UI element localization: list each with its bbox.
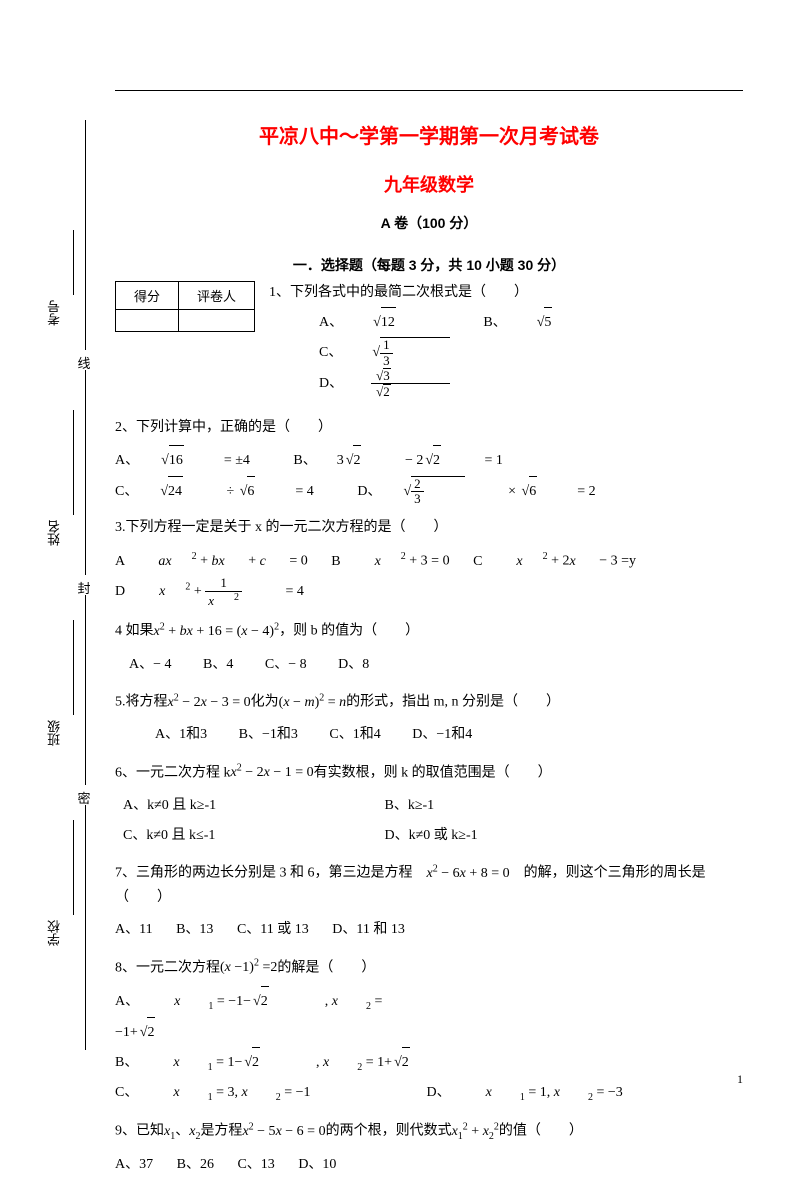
underline-xingming	[73, 410, 74, 515]
q8-options: A、 x1 = −1−2, x2 = −1+2 B、 x1 = 1−2, x2 …	[115, 986, 743, 1108]
q1-D-label: D、	[319, 369, 343, 398]
section-1-header: 一．选择题（每题 3 分，共 10 小题 30 分）	[115, 255, 743, 275]
score-cell-2	[179, 310, 255, 332]
top-horizontal-rule	[115, 90, 743, 91]
q1-options: A、 12 B、 5 C、 13 D、 32	[319, 307, 743, 400]
q1-B-label: B、	[483, 308, 506, 337]
exam-content: 平凉八中～学第一学期第一次月考试卷 九年级数学 A 卷（100 分） 一．选择题…	[115, 120, 743, 1190]
marker-xian: 线	[77, 353, 91, 372]
q1-A-val: 12	[371, 307, 424, 337]
underline-xuexiao	[73, 820, 74, 915]
question-2: 2、下列计算中，正确的是（ ） A、16 = ±4 B、32 − 22 = 1 …	[115, 416, 743, 507]
q3-text: 3.下列方程一定是关于 x 的一元二次方程的是（ ）	[115, 516, 743, 540]
exam-title: 平凉八中～学第一学期第一次月考试卷	[115, 120, 743, 149]
q1-text: 1、下列各式中的最简二次根式是（ ）	[269, 281, 743, 301]
question-1-row: 得分 评卷人 1、下列各式中的最简二次根式是（ ） A、 12 B、 5 C、 13 …	[115, 281, 743, 406]
question-8: 8、一元二次方程(x −1)2 =2的解是（ ） A、 x1 = −1−2, x…	[115, 955, 743, 1108]
q1-C-label: C、	[319, 338, 342, 367]
score-table: 得分 评卷人	[115, 281, 255, 332]
label-banji: 班级	[45, 720, 64, 746]
page-number: 1	[737, 1072, 743, 1087]
q6-options: A、k≠0 且 k≥-1 B、k≥-1 C、k≠0 且 k≤-1 D、k≠0 或…	[123, 791, 743, 850]
q9-options: A、37 B、26 C、13 D、10	[115, 1150, 743, 1179]
paper-label: A 卷（100 分）	[115, 213, 743, 233]
marker-feng: 封	[77, 578, 91, 597]
label-xingming: 姓名	[45, 520, 64, 546]
question-4: 4 如果x2 + bx + 16 = (x − 4)2，则 b 的值为（ ） A…	[115, 618, 743, 679]
underline-banji	[73, 620, 74, 715]
question-9: 9、已知x1、x2是方程x2 − 5x − 6 = 0的两个根，则代数式x12 …	[115, 1118, 743, 1180]
q5-options: A、1和3 B、−1和3 C、1和4 D、−1和4	[155, 720, 743, 749]
q3-options: A ax2 + bx + c = 0 B x2 + 3 = 0 C x2 + 2…	[115, 546, 743, 608]
q1-A-label: A、	[319, 308, 343, 337]
score-header-1: 得分	[116, 282, 179, 310]
exam-subtitle: 九年级数学	[115, 171, 743, 197]
marker-mi: 密	[77, 788, 91, 807]
question-3: 3.下列方程一定是关于 x 的一元二次方程的是（ ） A ax2 + bx + …	[115, 516, 743, 608]
q7-options: A、11 B、13 C、11 或 13 D、11 和 13	[115, 915, 743, 944]
q2-options: A、16 = ±4 B、32 − 22 = 1 C、24 ÷ 6 = 4 D、2…	[115, 445, 743, 506]
binding-sidebar: 线 封 密 考号 姓名 班级 学校	[15, 120, 100, 1062]
score-cell-1	[116, 310, 179, 332]
q1-B-val: 5	[535, 307, 581, 337]
q1-C-val: 13	[370, 337, 477, 368]
score-header-2: 评卷人	[179, 282, 255, 310]
q1-D-val: 32	[371, 368, 478, 400]
question-6: 6、一元二次方程 kx2 − 2x − 1 = 0有实数根，则 k 的取值范围是…	[115, 760, 743, 850]
question-5: 5.将方程x2 − 2x − 3 = 0化为(x − m)2 = n的形式，指出…	[115, 689, 743, 750]
question-7: 7、三角形的两边长分别是 3 和 6，第三边是方程 x2 − 6x + 8 = …	[115, 860, 743, 945]
q2-text: 2、下列计算中，正确的是（ ）	[115, 416, 743, 440]
label-xuexiao: 学校	[45, 920, 64, 946]
underline-kaohao	[73, 230, 74, 295]
label-kaohao: 考号	[45, 300, 64, 326]
q4-options: A、− 4 B、4 C、− 8 D、8	[129, 650, 743, 679]
